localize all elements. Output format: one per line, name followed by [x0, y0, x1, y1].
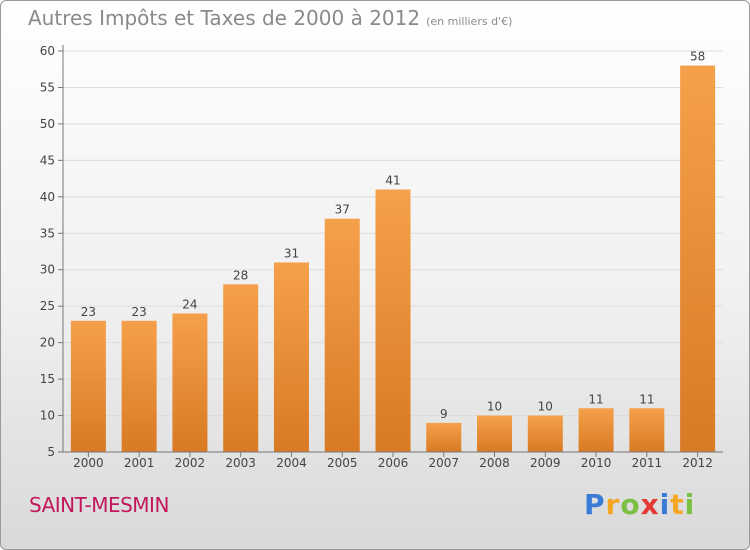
logo-letter: i	[659, 488, 671, 521]
x-tick-label: 2010	[581, 456, 612, 470]
bar-value-label: 10	[487, 400, 502, 414]
x-tick-label: 2009	[530, 456, 561, 470]
logo-letter: o	[620, 488, 641, 521]
y-axis: 5 10 15 20 25 30 35 40 45 50 55 60	[40, 44, 64, 459]
bar	[375, 189, 411, 452]
bar-value-label: 11	[639, 392, 654, 406]
bar-value-label: 37	[335, 203, 350, 217]
y-tick-label: 35	[40, 226, 55, 240]
bar-value-label: 24	[182, 297, 197, 311]
x-tick-label: 2005	[327, 456, 358, 470]
x-tick-label: 2004	[276, 456, 307, 470]
bar-value-label: 11	[588, 392, 603, 406]
logo-letter: i	[684, 488, 696, 521]
y-tick-label: 40	[40, 190, 55, 204]
bar	[629, 408, 665, 452]
bar	[223, 284, 259, 452]
bar-value-label: 31	[284, 246, 299, 260]
bar-value-label: 23	[81, 305, 96, 319]
city-name: SAINT-MESMIN	[29, 493, 169, 517]
logo-letter: P	[584, 488, 606, 521]
x-tick-label: 2000	[73, 456, 104, 470]
bar-value-label: 41	[385, 174, 400, 188]
bar-value-label: 23	[132, 305, 147, 319]
x-tick-label: 2012	[682, 456, 713, 470]
x-tick-label: 2007	[428, 456, 459, 470]
y-tick-label: 10	[40, 409, 55, 423]
bar	[527, 415, 563, 452]
bar-value-label: 58	[690, 50, 705, 64]
y-tick-label: 30	[40, 263, 55, 277]
chart-title: Autres Impôts et Taxes de 2000 à 2012 (en…	[28, 6, 512, 30]
bar	[680, 65, 716, 452]
logo-letter: r	[605, 488, 621, 521]
y-tick-label: 25	[40, 299, 55, 313]
y-tick-label: 20	[40, 336, 55, 350]
bar	[273, 262, 309, 452]
bar	[172, 313, 208, 452]
bar-value-label: 28	[233, 268, 248, 282]
y-tick-label: 50	[40, 117, 55, 131]
logo-letter: x	[640, 488, 660, 521]
y-tick-label: 5	[47, 445, 55, 459]
y-tick-label: 45	[40, 153, 55, 167]
bar	[324, 218, 360, 452]
chart-title-text: Autres Impôts et Taxes de 2000 à 2012	[28, 6, 421, 30]
bar-value-label: 9	[440, 407, 448, 421]
bar-value-label: 10	[538, 400, 553, 414]
y-tick-label: 55	[40, 80, 55, 94]
bar	[426, 422, 462, 452]
bars: 23 23 24 28 31 37 41 9 10 10 11 11 58	[70, 50, 716, 452]
bar	[578, 408, 614, 452]
x-tick-label: 2002	[175, 456, 206, 470]
x-tick-label: 2001	[124, 456, 155, 470]
chart-unit: (en milliers d'€)	[426, 15, 513, 28]
x-tick-label: 2003	[225, 456, 256, 470]
bar	[477, 415, 513, 452]
x-tick-label: 2011	[632, 456, 663, 470]
proxiti-logo[interactable]: Proxiti	[584, 488, 695, 521]
x-tick-label: 2006	[378, 456, 409, 470]
logo-letter: t	[670, 488, 685, 521]
y-tick-label: 15	[40, 372, 55, 386]
y-tick-label: 60	[40, 44, 55, 58]
x-axis: 2000 2001 2002 2003 2004 2005 2006 2007 2008 2009…	[63, 451, 723, 470]
bar	[70, 320, 106, 452]
x-tick-label: 2008	[479, 456, 510, 470]
bar	[121, 320, 157, 452]
